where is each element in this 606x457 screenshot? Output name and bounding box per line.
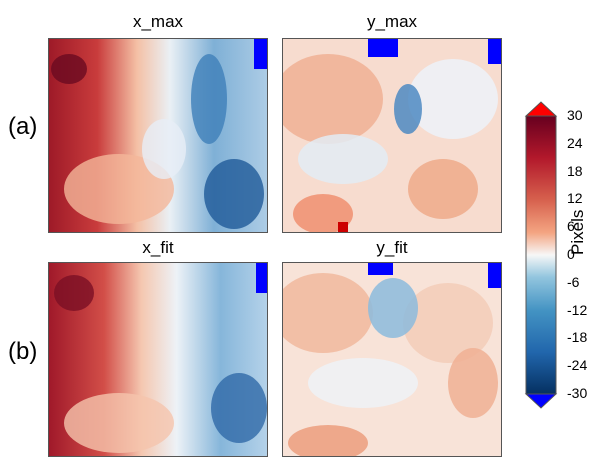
colorbar bbox=[524, 101, 558, 409]
colorbar-over-triangle bbox=[524, 101, 558, 117]
heatmap-y-fit-svg bbox=[283, 263, 501, 456]
panel-title-x-max: x_max bbox=[132, 12, 184, 31]
colorbar-tick-label: 0 bbox=[567, 246, 575, 262]
colorbar-tick-label: -30 bbox=[567, 385, 588, 401]
heatmap-x-fit-svg bbox=[49, 263, 267, 456]
colorbar-tick-label: -12 bbox=[567, 301, 588, 318]
colorbar-tick-label: -18 bbox=[567, 329, 588, 346]
colorbar-tick-label: 18 bbox=[567, 162, 583, 179]
heatmap-x-max-svg bbox=[49, 39, 267, 232]
heatmap-y-max-svg bbox=[283, 39, 501, 232]
row-label-b: (b) bbox=[8, 338, 38, 365]
colorbar-tick-label: 30 bbox=[567, 107, 583, 123]
colorbar-label: Pixels bbox=[568, 209, 587, 255]
colorbar-tick-label: -24 bbox=[567, 357, 588, 374]
colorbar-tick-label: 12 bbox=[567, 190, 583, 207]
colorbar-gradient bbox=[525, 115, 557, 395]
row-label-a: (a) bbox=[8, 113, 38, 140]
heatmap-y-fit bbox=[282, 262, 502, 457]
panel-title-y-max: y_max bbox=[366, 12, 418, 31]
heatmap-y-max bbox=[282, 38, 502, 233]
panel-title-x-fit: x_fit bbox=[142, 238, 174, 257]
colorbar-tick-label: -6 bbox=[567, 273, 580, 290]
colorbar-under-triangle bbox=[524, 393, 558, 409]
heatmap-x-max bbox=[48, 38, 268, 233]
panel-title-y-fit: y_fit bbox=[376, 238, 408, 257]
colorbar-tick-label: 24 bbox=[567, 134, 583, 151]
colorbar-tick-label: 6 bbox=[567, 218, 575, 235]
heatmap-x-fit bbox=[48, 262, 268, 457]
